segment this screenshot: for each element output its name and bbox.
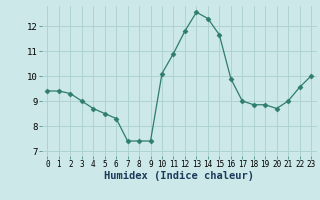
X-axis label: Humidex (Indice chaleur): Humidex (Indice chaleur) — [104, 171, 254, 181]
